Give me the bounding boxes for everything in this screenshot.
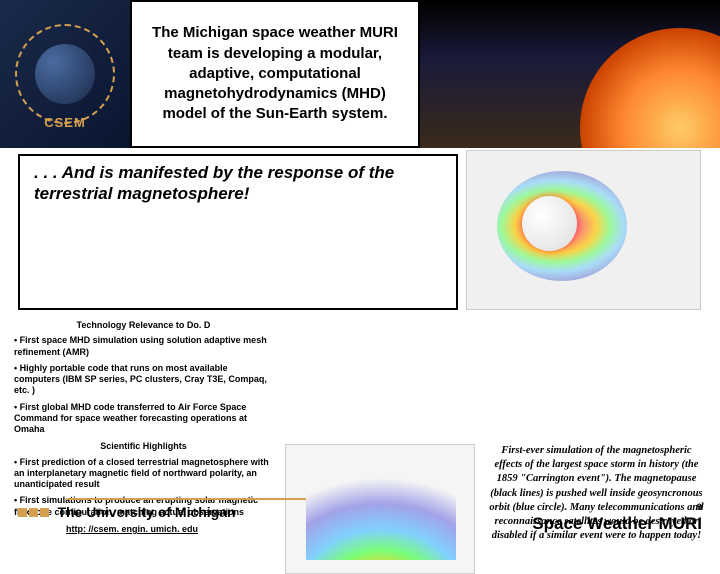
footer-rule (66, 498, 306, 500)
footer: The University of Michigan http: //csem.… (0, 494, 720, 540)
slide-title: The Michigan space weather MURI team is … (144, 23, 406, 124)
earth-sphere (522, 196, 577, 251)
tech-heading: Technology Relevance to Do. D (14, 320, 273, 331)
csem-logo-ring (15, 24, 115, 124)
project-name: Space Weather MURI (532, 514, 702, 533)
logo-acronym: CSEM (44, 115, 86, 130)
logo-panel: CSEM (0, 0, 130, 148)
tech-bullet-3: • First global MHD code transferred to A… (14, 402, 273, 436)
footer-right: 9 Space Weather MURI (532, 502, 702, 534)
sci-heading: Scientific Highlights (14, 441, 273, 452)
header-space-illustration (420, 0, 720, 148)
university-name: The University of Michigan (57, 504, 235, 520)
subtitle-row: . . . And is manifested by the response … (0, 154, 720, 310)
tech-bullet-2: • Highly portable code that runs on most… (14, 363, 273, 397)
header-row: CSEM The Michigan space weather MURI tea… (0, 0, 720, 148)
tech-bullet-1: • First space MHD simulation using solut… (14, 335, 273, 358)
subtitle-box: . . . And is manifested by the response … (18, 154, 458, 310)
page-number: 9 (532, 502, 702, 512)
magnetosphere-simulation-image (466, 150, 701, 310)
subtitle-text: . . . And is manifested by the response … (34, 162, 442, 205)
footer-url: http: //csem. engin. umich. edu (66, 524, 236, 534)
sci-bullet-1: • First prediction of a closed terrestri… (14, 457, 273, 491)
footer-row: The University of Michigan http: //csem.… (18, 502, 702, 534)
csem-logo-globe (35, 44, 95, 104)
title-box: The Michigan space weather MURI team is … (130, 0, 420, 148)
footer-squares-icon (18, 508, 49, 517)
sun-illustration (580, 28, 720, 148)
footer-left: The University of Michigan http: //csem.… (18, 504, 236, 534)
